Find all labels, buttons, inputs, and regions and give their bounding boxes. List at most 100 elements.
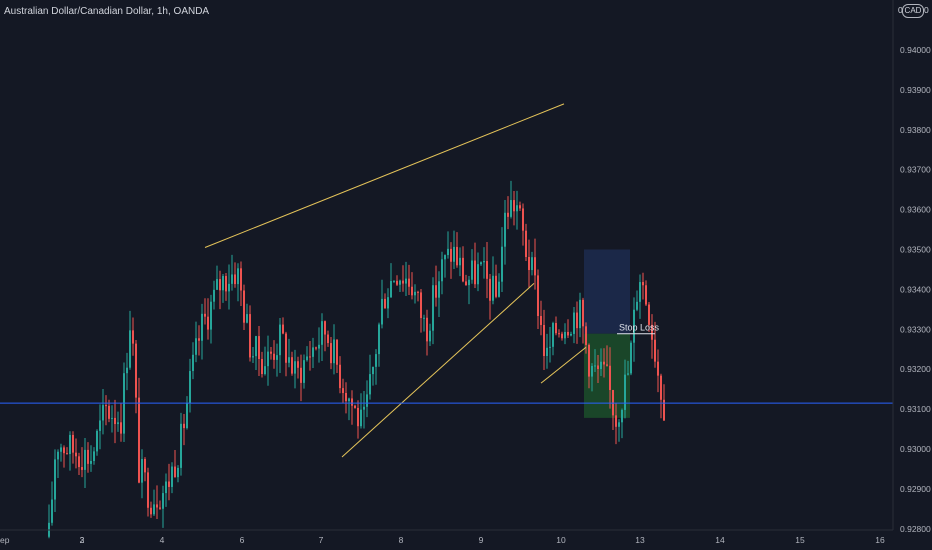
- candle-body: [261, 359, 263, 375]
- candle-body: [174, 466, 176, 478]
- candle-body: [501, 246, 503, 282]
- candle-body: [567, 331, 569, 336]
- candle-body: [210, 301, 212, 330]
- candle-body: [291, 357, 293, 374]
- candle-body: [129, 330, 131, 368]
- candle-body: [138, 397, 140, 483]
- candle-body: [537, 275, 539, 317]
- price-tick-label: 0.92900: [900, 484, 931, 494]
- candle-body: [504, 212, 506, 247]
- candle-body: [258, 336, 260, 360]
- candle-body: [525, 230, 527, 257]
- candle-body: [108, 405, 110, 419]
- candle-body: [273, 353, 275, 360]
- time-axis[interactable]: ep 23 4 6 7 8 9 10 13 14 15 16: [0, 535, 885, 545]
- candle-body: [372, 366, 374, 375]
- candle-body: [81, 467, 83, 470]
- candle-body: [417, 291, 419, 293]
- candle-body: [87, 449, 89, 464]
- candle-body: [435, 285, 437, 298]
- trend-drawings[interactable]: Stop Loss: [0, 103, 893, 458]
- candle-body: [450, 248, 452, 262]
- candle-body: [321, 321, 323, 345]
- candle-body: [585, 326, 587, 345]
- candle-body: [633, 309, 635, 343]
- candle-body: [621, 409, 623, 423]
- candle-body: [66, 453, 68, 455]
- price-axis[interactable]: 0.94000 0.93900 0.93800 0.93700 0.93600 0.935…: [900, 45, 931, 534]
- candle-body: [240, 268, 242, 291]
- candle-body: [153, 504, 155, 515]
- candle-body: [219, 279, 221, 291]
- candle-body: [255, 336, 257, 357]
- candle-body: [420, 292, 422, 319]
- price-tick-label: 0.93300: [900, 324, 931, 334]
- candle-body: [507, 212, 509, 217]
- price-tick-label: 0.93100: [900, 404, 931, 414]
- candle-body: [447, 248, 449, 256]
- price-axis-suffix: 0: [924, 5, 929, 15]
- candle-body: [225, 276, 227, 292]
- candle-body: [432, 285, 434, 331]
- candle-body: [498, 281, 500, 297]
- candle-body: [57, 451, 59, 460]
- candle-body: [264, 366, 266, 375]
- candle-body: [93, 451, 95, 461]
- candle-body: [267, 351, 269, 367]
- lower-trendline[interactable]: [341, 283, 535, 458]
- candle-body: [579, 299, 581, 329]
- candle-body: [366, 394, 368, 407]
- upper-trendline[interactable]: [204, 103, 565, 248]
- currency-badge[interactable]: CAD: [902, 4, 924, 18]
- candle-body: [363, 406, 365, 410]
- candle-body: [135, 343, 137, 398]
- candle-body: [606, 364, 608, 366]
- price-tick-label: 0.93500: [900, 245, 931, 255]
- candle-body: [288, 357, 290, 363]
- candle-body: [72, 434, 74, 453]
- candle-body: [192, 354, 194, 372]
- candle-body: [474, 260, 476, 285]
- candle-body: [480, 262, 482, 265]
- candle-body: [552, 323, 554, 347]
- candle-body: [156, 504, 158, 508]
- candle-body: [540, 316, 542, 325]
- candle-body: [336, 339, 338, 365]
- time-tick-label: 16: [875, 535, 885, 545]
- candle-body: [396, 280, 398, 285]
- candle-body: [594, 365, 596, 367]
- retest-trendline[interactable]: [540, 346, 587, 384]
- candle-body: [276, 355, 278, 360]
- candle-body: [378, 324, 380, 355]
- candle-body: [597, 365, 599, 370]
- symbol-title: Australian Dollar/Canadian Dollar, 1h, O…: [4, 6, 210, 17]
- candle-body: [384, 298, 386, 309]
- candle-body: [234, 274, 236, 285]
- candle-body: [303, 360, 305, 383]
- price-tick-label: 0.92800: [900, 524, 931, 534]
- time-tick-label: 10: [556, 535, 566, 545]
- candle-body: [639, 282, 641, 302]
- candle-body: [381, 298, 383, 325]
- candle-body: [561, 333, 563, 339]
- candle-body: [102, 405, 104, 421]
- candle-body: [492, 275, 494, 301]
- candle-body: [60, 447, 62, 452]
- candle-body: [555, 323, 557, 334]
- time-tick-label: 13: [635, 535, 645, 545]
- target-zone[interactable]: [584, 249, 630, 334]
- stop-loss-label: Stop Loss: [619, 323, 660, 333]
- candle-body: [516, 205, 518, 212]
- time-tick-label: ep: [0, 535, 10, 545]
- candle-body: [534, 257, 536, 276]
- time-tick-label: 7: [319, 535, 324, 545]
- candle-body: [654, 339, 656, 362]
- candle-body: [168, 481, 170, 487]
- price-tick-label: 0.93900: [900, 85, 931, 95]
- price-tick-label: 0.94000: [900, 45, 931, 55]
- price-tick-label: 0.93700: [900, 165, 931, 175]
- time-tick-label: 8: [399, 535, 404, 545]
- candle-body: [195, 338, 197, 355]
